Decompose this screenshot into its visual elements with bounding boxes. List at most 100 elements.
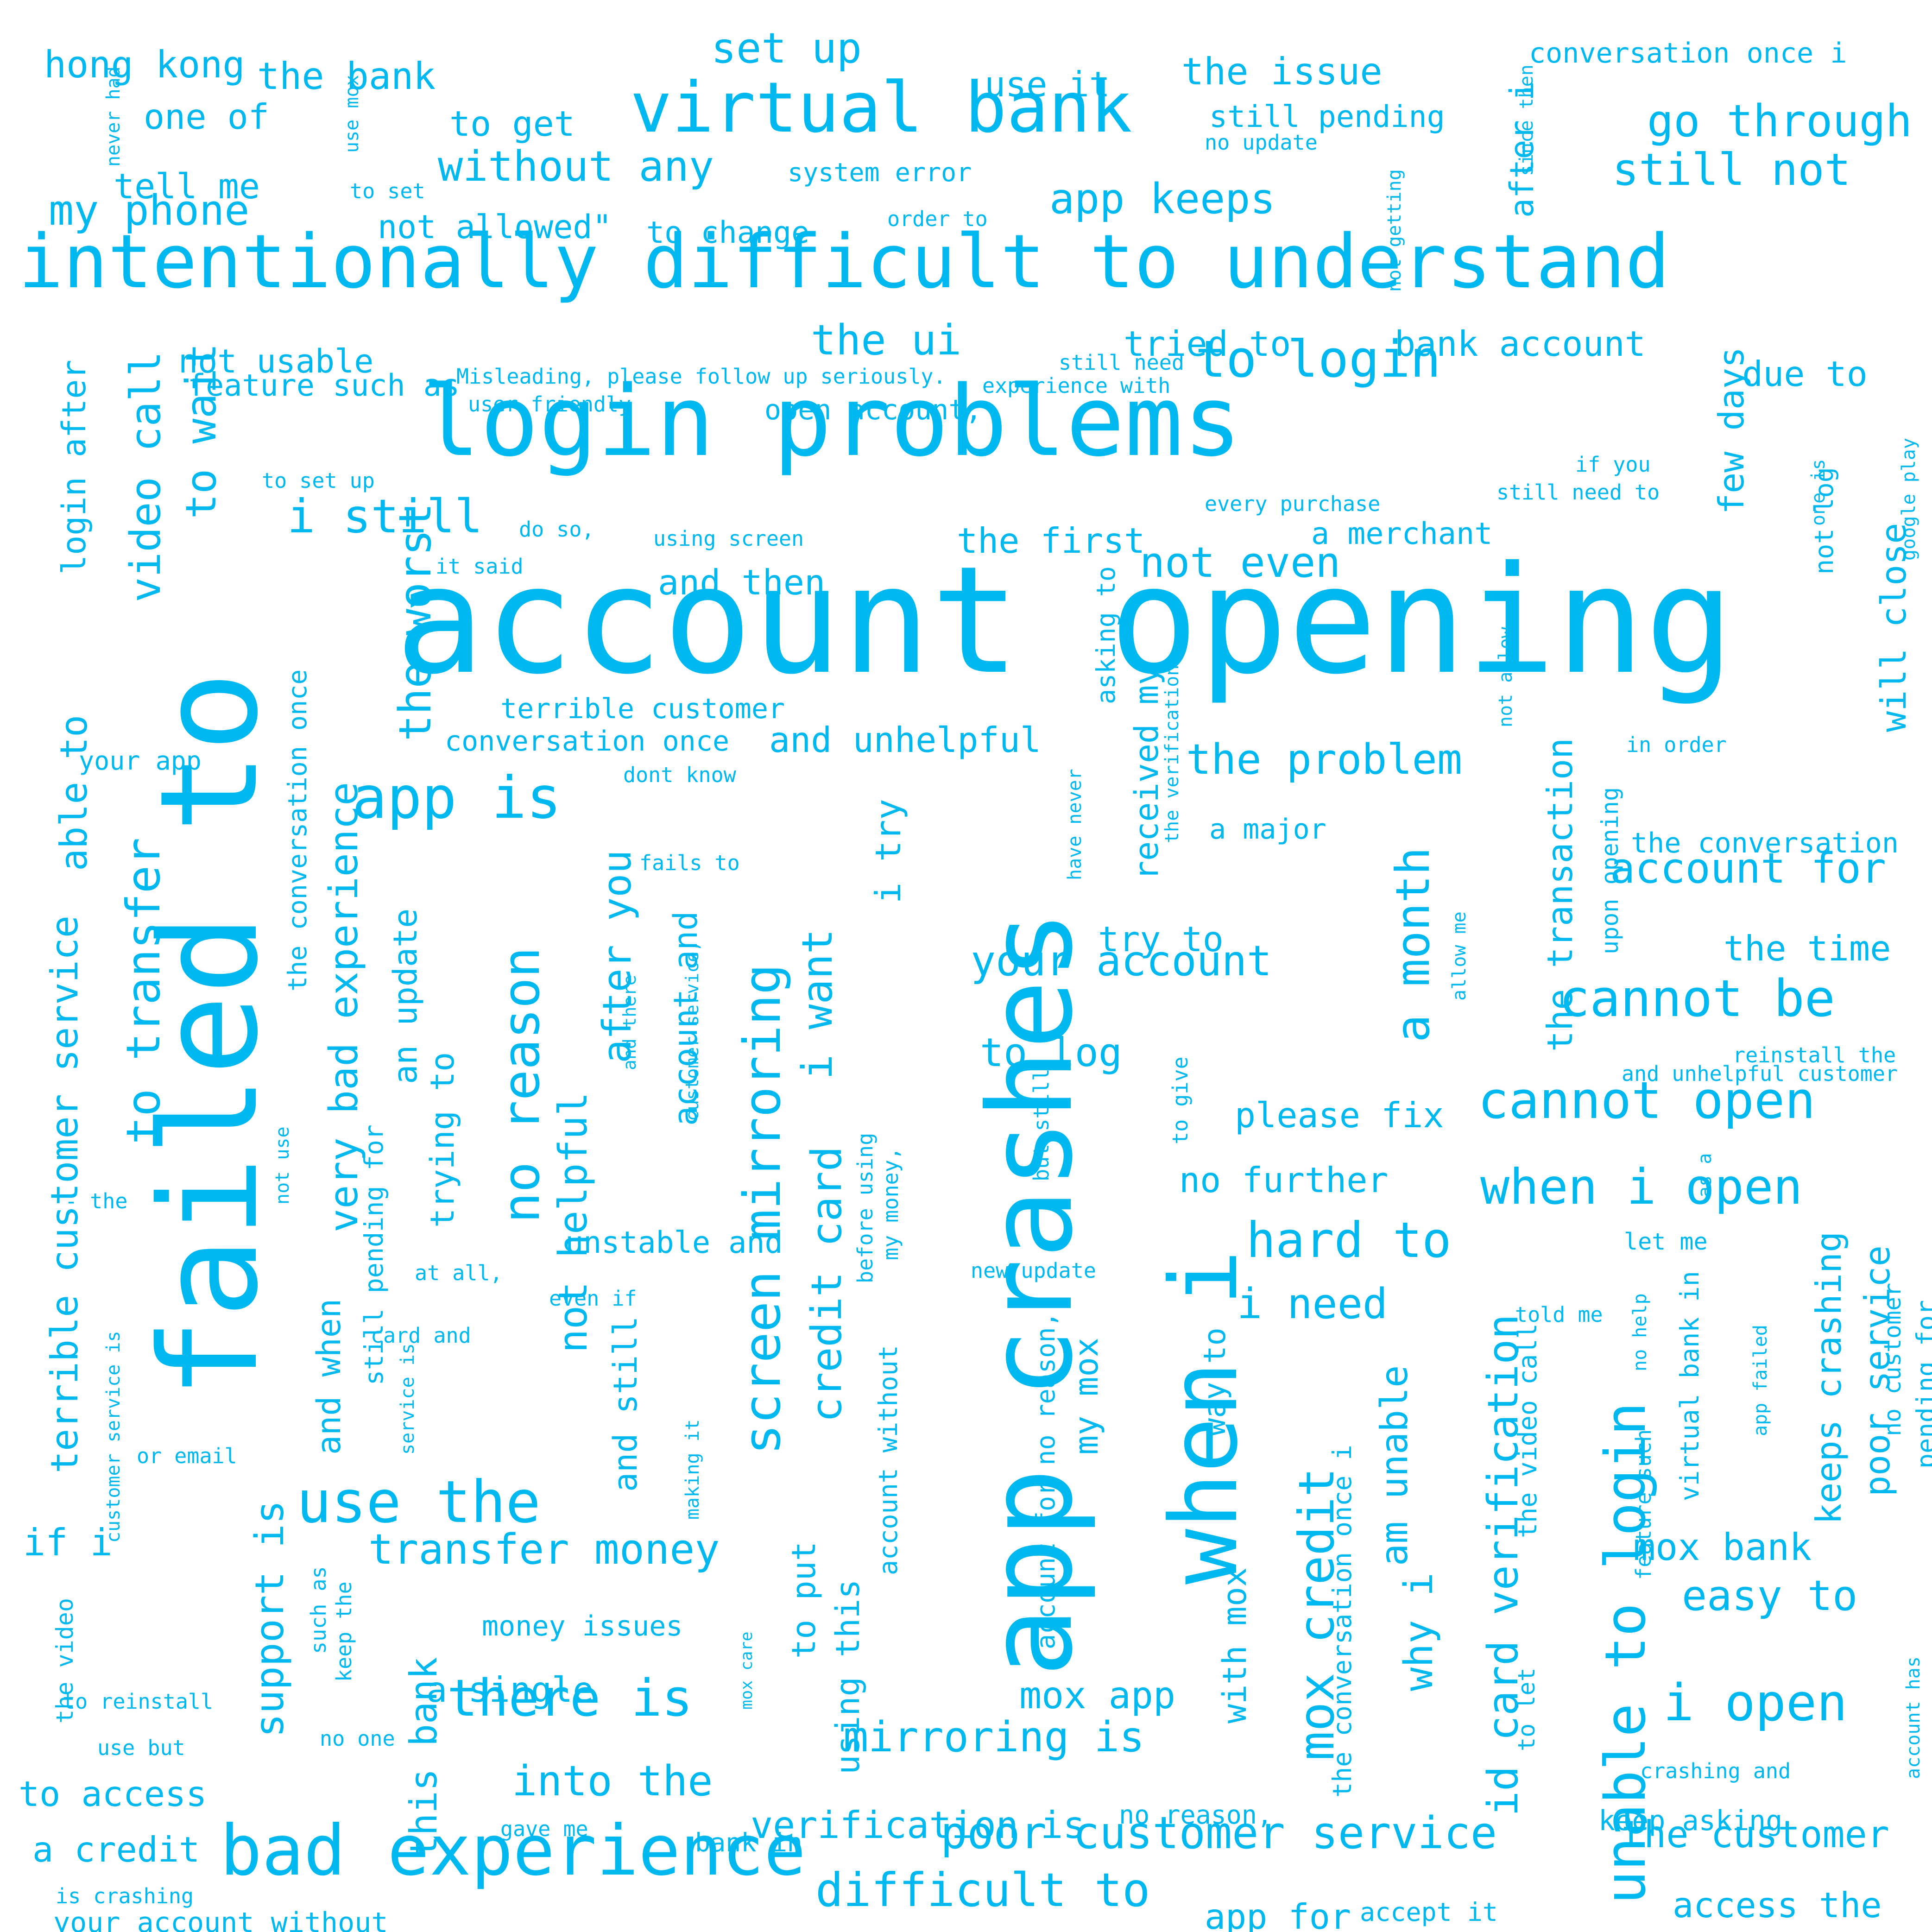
word-dont-know: dont know xyxy=(623,763,736,787)
word-every-purchase: every purchase xyxy=(1205,492,1381,516)
word-i-need: i need xyxy=(1237,1280,1388,1328)
word-poor-customer-service: poor customer service xyxy=(941,1808,1497,1859)
word-easy-to: easy to xyxy=(1682,1572,1858,1620)
word-use-the: use the xyxy=(297,1469,541,1536)
word-the-problem: the problem xyxy=(1186,735,1463,784)
word-the-ui: the ui xyxy=(811,316,962,365)
word-screen-mirroring: screen mirroring xyxy=(732,964,792,1455)
word-please-fix: please fix xyxy=(1235,1095,1444,1136)
word-video-call: video call xyxy=(121,351,170,602)
word-the-worst: the worst xyxy=(390,503,441,741)
word-asking-to: asking to xyxy=(1091,566,1121,704)
word-a-merchant: a merchant xyxy=(1311,517,1493,551)
word-customer-service-is: customer service is xyxy=(103,1331,124,1543)
word-the-first: the first xyxy=(957,520,1145,561)
word-as-a: as a xyxy=(1694,1153,1716,1198)
word-use-it: use it xyxy=(985,64,1110,105)
word-app-failed: app failed xyxy=(1750,1325,1771,1436)
word-trying-to: trying to xyxy=(423,1052,461,1228)
word-a-major: a major xyxy=(1209,813,1326,846)
word-experience-with: experience with xyxy=(982,373,1171,398)
word-to-transfer: to transfer xyxy=(116,837,170,1144)
word-credit-card: credit card xyxy=(802,1146,851,1422)
word-such-as: such as xyxy=(306,1566,331,1654)
word-go-through: go through xyxy=(1647,96,1912,147)
word-the-bank: the bank xyxy=(257,55,436,98)
word-customer-service-comma: customer service, xyxy=(682,941,702,1121)
word-to-set-up: to set up xyxy=(262,468,375,493)
word-received-my: received my xyxy=(1128,665,1166,880)
word-since-then: since then xyxy=(1516,64,1537,176)
word-keep-the: keep the xyxy=(332,1581,356,1682)
word-it-said: it said xyxy=(436,554,524,579)
word-account-has: account has xyxy=(1903,1656,1924,1779)
word-allow-me: allow me xyxy=(1449,911,1470,1001)
word-dash-the: - the xyxy=(65,1189,128,1213)
word-without-any: without any xyxy=(438,142,714,191)
word-and-when: and when xyxy=(310,1298,348,1455)
word-to-reinstall: to reinstall xyxy=(63,1689,214,1714)
word-mirroring-is: mirroring is xyxy=(843,1713,1145,1762)
word-using-screen: using screen xyxy=(653,526,804,551)
word-to-let: to let xyxy=(1513,1667,1540,1751)
word-try-to: try to xyxy=(1098,919,1224,960)
word-a-single: a single xyxy=(426,1669,594,1710)
word-account-opening: account opening xyxy=(395,535,1734,707)
word-not-allowed: not allowed" xyxy=(378,208,612,246)
word-do-so: do so, xyxy=(519,517,594,542)
word-using-this: using this xyxy=(829,1579,867,1774)
word-tell-me: tell me xyxy=(114,166,260,207)
word-not-allow: not allow xyxy=(1495,627,1516,727)
word-open-account: open account, xyxy=(764,394,982,426)
word-when-i-open: when i open xyxy=(1480,1159,1803,1215)
word-in-order: in order xyxy=(1626,732,1727,757)
word-user-friendly: user friendly xyxy=(468,392,631,417)
word-a-credit: a credit xyxy=(32,1829,200,1870)
word-app-is: app is xyxy=(352,764,562,832)
word-the-customer: the customer xyxy=(1622,1813,1889,1856)
word-still-need-to: still need to xyxy=(1496,480,1660,505)
word-upon-opening: upon opening xyxy=(1597,787,1623,954)
word-keep-asking: keep asking xyxy=(1598,1805,1783,1837)
word-card-and: card and xyxy=(371,1323,471,1348)
word-pending-for: pending for xyxy=(1911,1300,1932,1469)
word-the-time: the time xyxy=(1724,928,1891,969)
word-no-help: no help xyxy=(1629,1293,1651,1371)
word-into-the: into the xyxy=(512,1757,713,1806)
word-keeps-crashing: keeps crashing xyxy=(1808,1231,1849,1524)
word-hong-kong: hong kong xyxy=(44,43,245,86)
word-even-if: even if xyxy=(549,1286,637,1311)
word-let-me: let me xyxy=(1624,1228,1708,1255)
word-there-is: there is xyxy=(447,1668,693,1728)
word-mox-care: mox care xyxy=(738,1631,756,1710)
word-and-then: and then xyxy=(658,562,826,603)
word-the-conversation-once-i: the conversation once i xyxy=(1327,1445,1357,1798)
word-to-change: to change xyxy=(646,215,810,250)
word-virtual-bank: virtual bank xyxy=(630,68,1132,148)
word-set-up: set up xyxy=(711,24,862,73)
word-very-bad-experience: very bad experience xyxy=(321,782,367,1232)
word-to-set: to set xyxy=(350,179,425,203)
word-reinstall-the: reinstall the xyxy=(1733,1043,1896,1067)
word-login-problems: login problems xyxy=(422,365,1242,478)
word-bank-in: bank in xyxy=(695,1828,802,1857)
word-with-mox: with mox xyxy=(1216,1567,1254,1724)
word-still-need: still need xyxy=(1059,350,1184,375)
word-still-not: still not xyxy=(1612,145,1851,196)
word-order-to: order to xyxy=(887,207,988,231)
word-service-is: service is xyxy=(397,1343,418,1455)
word-at-all: at all, xyxy=(415,1261,503,1285)
word-bad-experience: bad experience xyxy=(220,1811,806,1891)
word-feature-such-as: feature such as xyxy=(188,368,460,403)
word-new-update: new update xyxy=(971,1258,1096,1283)
word-account-for-no-reason: account for no reason, xyxy=(1031,1312,1061,1649)
word-never-had: never had xyxy=(103,66,124,167)
word-not-helpful: not helpful xyxy=(550,1092,596,1353)
word-if-i: if i xyxy=(23,1521,113,1564)
word-account-without: account without xyxy=(873,1345,903,1575)
word-conversation-once: conversation once xyxy=(445,725,730,758)
word-one-of: one of xyxy=(144,96,269,137)
word-is-crashing: is crashing xyxy=(56,1884,194,1908)
word-to-access: to access xyxy=(19,1774,207,1814)
word-account-for: account for xyxy=(1610,844,1887,893)
